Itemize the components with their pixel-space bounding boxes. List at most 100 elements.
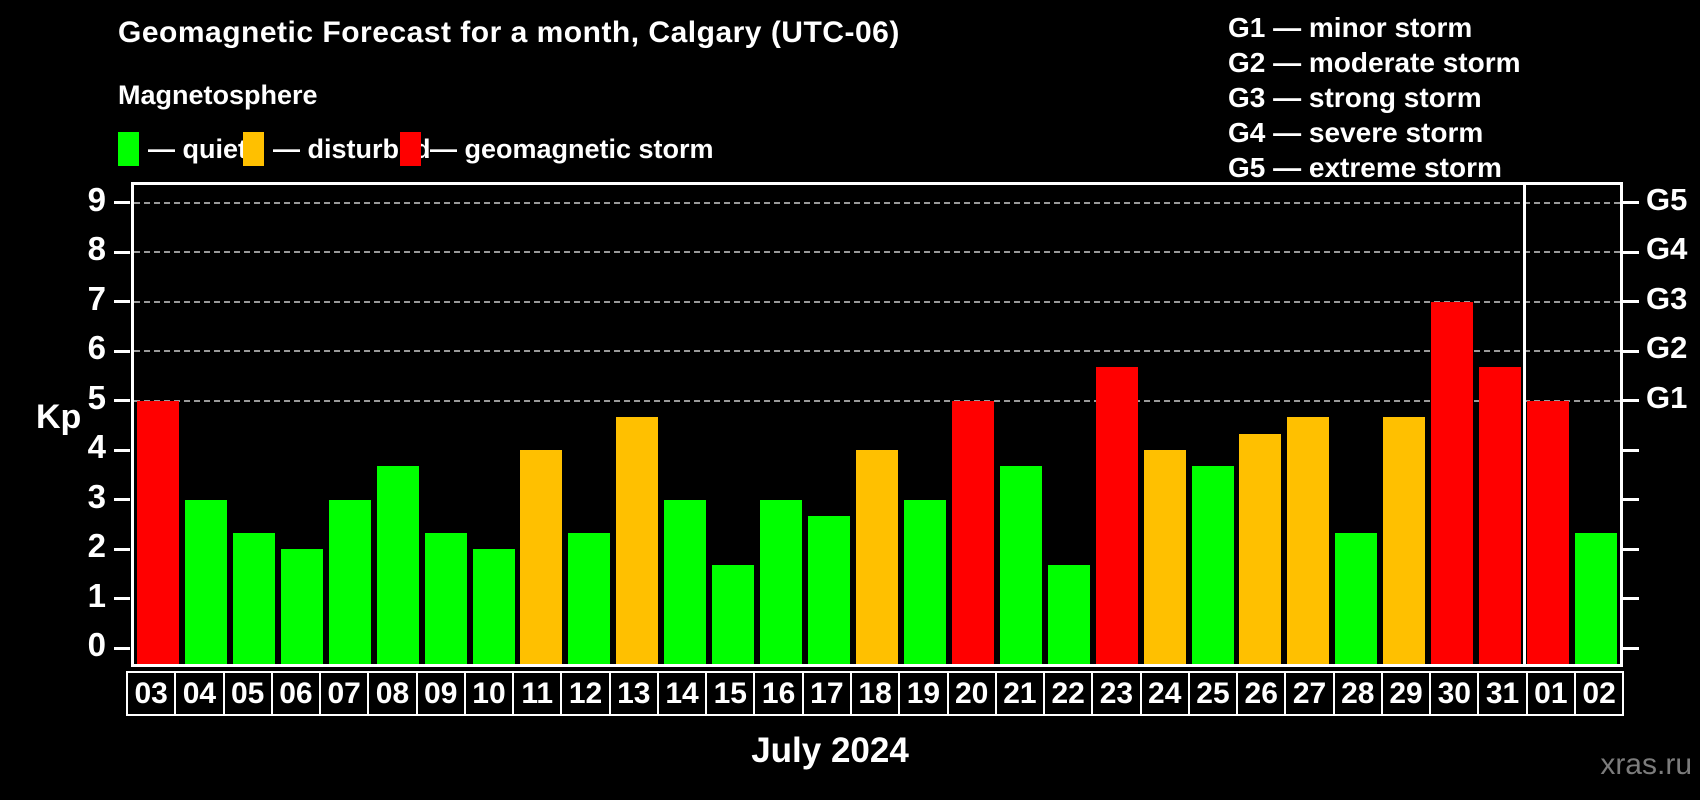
y-tick-label: 5 bbox=[87, 378, 106, 416]
date-label-03: 03 bbox=[126, 671, 177, 716]
date-label-24: 24 bbox=[1139, 671, 1190, 716]
y-tick bbox=[114, 349, 130, 353]
kp-bar-22 bbox=[1047, 565, 1090, 664]
date-label-10: 10 bbox=[463, 671, 515, 716]
legend-item-quiet: — quiet bbox=[118, 131, 247, 167]
kp-bar-21 bbox=[999, 466, 1042, 664]
y-tick-label: 1 bbox=[87, 576, 106, 614]
date-label-22: 22 bbox=[1043, 671, 1094, 716]
date-label-13: 13 bbox=[608, 671, 659, 716]
y-tick-label: 9 bbox=[87, 180, 106, 218]
kp-bar-20 bbox=[951, 400, 994, 664]
y-tick-label: 6 bbox=[87, 329, 106, 366]
date-label-26: 26 bbox=[1236, 671, 1287, 716]
g-level-label-g5: G5 bbox=[1646, 181, 1688, 217]
y-tick bbox=[114, 250, 130, 254]
gridline-kp8 bbox=[134, 251, 1620, 253]
g-scale-legend: G1 — minor storm G2 — moderate storm G3 — … bbox=[1228, 10, 1521, 185]
y-tick bbox=[114, 547, 130, 551]
g-scale-line: G3 — strong storm bbox=[1228, 82, 1482, 113]
g-level-label-g2: G2 bbox=[1646, 330, 1688, 365]
kp-bar-28 bbox=[1335, 532, 1378, 664]
g-scale-line: G5 — extreme storm bbox=[1228, 152, 1502, 183]
date-label-23: 23 bbox=[1091, 671, 1142, 716]
chart-title: Geomagnetic Forecast for a month, Calgar… bbox=[118, 16, 900, 49]
y-tick-label: 2 bbox=[87, 527, 106, 564]
quiet-color-swatch bbox=[118, 132, 139, 166]
kp-bar-29 bbox=[1383, 416, 1426, 664]
right-tick bbox=[1623, 300, 1639, 303]
g-scale-line: G1 — minor storm bbox=[1228, 12, 1473, 43]
kp-bar-15 bbox=[712, 565, 755, 664]
date-label-18: 18 bbox=[849, 671, 901, 716]
gridline-kp6 bbox=[134, 350, 1620, 352]
date-label-27: 27 bbox=[1284, 671, 1335, 716]
date-label-11: 11 bbox=[512, 671, 563, 716]
date-label-02: 02 bbox=[1573, 671, 1625, 716]
y-tick bbox=[114, 498, 130, 501]
right-tick bbox=[1623, 547, 1639, 551]
disturbed-color-swatch bbox=[243, 132, 264, 166]
y-tick-label: 3 bbox=[87, 477, 106, 515]
right-tick bbox=[1623, 498, 1639, 501]
kp-bar-13 bbox=[616, 416, 659, 664]
y-tick bbox=[114, 201, 130, 204]
date-label-21: 21 bbox=[994, 671, 1046, 716]
date-labels-row: 03 04 05 06 07 08 09 10 11 12 13 14 15 16 17 18 19 20 21 22… bbox=[126, 671, 1625, 716]
month-separator-line bbox=[1522, 185, 1526, 664]
date-label-06: 06 bbox=[270, 671, 322, 716]
kp-bar-30 bbox=[1431, 301, 1474, 664]
legend-label: — quiet bbox=[148, 133, 247, 164]
y-axis-title: Kp bbox=[36, 398, 82, 436]
gridline-kp7 bbox=[134, 300, 1620, 303]
status-legend: — quiet — disturbed — geomagnetic storm bbox=[0, 131, 1700, 167]
magnetosphere-label: Magnetosphere bbox=[118, 80, 318, 110]
kp-bar-09 bbox=[424, 532, 467, 664]
kp-bar-17 bbox=[808, 515, 851, 664]
date-label-12: 12 bbox=[560, 671, 611, 716]
y-tick bbox=[114, 399, 130, 402]
date-label-05: 05 bbox=[222, 671, 273, 716]
date-label-07: 07 bbox=[319, 671, 370, 716]
right-tick bbox=[1623, 349, 1639, 353]
kp-bar-01 bbox=[1527, 400, 1570, 664]
date-label-29: 29 bbox=[1380, 671, 1432, 716]
y-tick-label: 7 bbox=[87, 279, 106, 317]
kp-bar-19 bbox=[903, 499, 946, 664]
storm-color-swatch bbox=[400, 132, 421, 166]
kp-bar-03 bbox=[136, 400, 179, 664]
date-label-08: 08 bbox=[367, 671, 418, 716]
y-tick bbox=[114, 448, 130, 452]
date-label-28: 28 bbox=[1332, 671, 1383, 716]
right-tick bbox=[1623, 250, 1639, 254]
g-scale-line: G2 — moderate storm bbox=[1228, 47, 1521, 78]
legend-item-storm: — geomagnetic storm bbox=[400, 131, 714, 167]
g-level-label-g4: G4 bbox=[1646, 231, 1688, 266]
y-tick bbox=[114, 300, 130, 303]
kp-bar-06 bbox=[280, 549, 323, 664]
date-label-09: 09 bbox=[415, 671, 466, 716]
kp-bar-23 bbox=[1095, 367, 1138, 664]
gridline-kp5 bbox=[134, 399, 1620, 402]
date-label-17: 17 bbox=[801, 671, 852, 716]
legend-label: — geomagnetic storm bbox=[430, 133, 714, 164]
kp-bar-31 bbox=[1479, 367, 1522, 664]
right-tick bbox=[1623, 448, 1639, 452]
kp-bar-18 bbox=[856, 450, 898, 664]
kp-bar-27 bbox=[1287, 416, 1330, 664]
kp-bar-14 bbox=[664, 499, 707, 664]
kp-bar-11 bbox=[520, 450, 563, 664]
date-label-14: 14 bbox=[656, 671, 708, 716]
plot-area bbox=[131, 182, 1623, 667]
date-label-25: 25 bbox=[1187, 671, 1239, 716]
y-tick-label: 4 bbox=[87, 428, 106, 465]
date-label-15: 15 bbox=[705, 671, 756, 716]
kp-bar-10 bbox=[472, 549, 515, 664]
kp-bar-16 bbox=[760, 499, 803, 664]
kp-bar-08 bbox=[376, 466, 419, 664]
y-tick-label: 8 bbox=[87, 230, 106, 267]
kp-bar-24 bbox=[1143, 450, 1186, 664]
date-label-16: 16 bbox=[753, 671, 804, 716]
kp-bar-05 bbox=[232, 532, 275, 664]
g-level-label-g1: G1 bbox=[1646, 379, 1688, 415]
